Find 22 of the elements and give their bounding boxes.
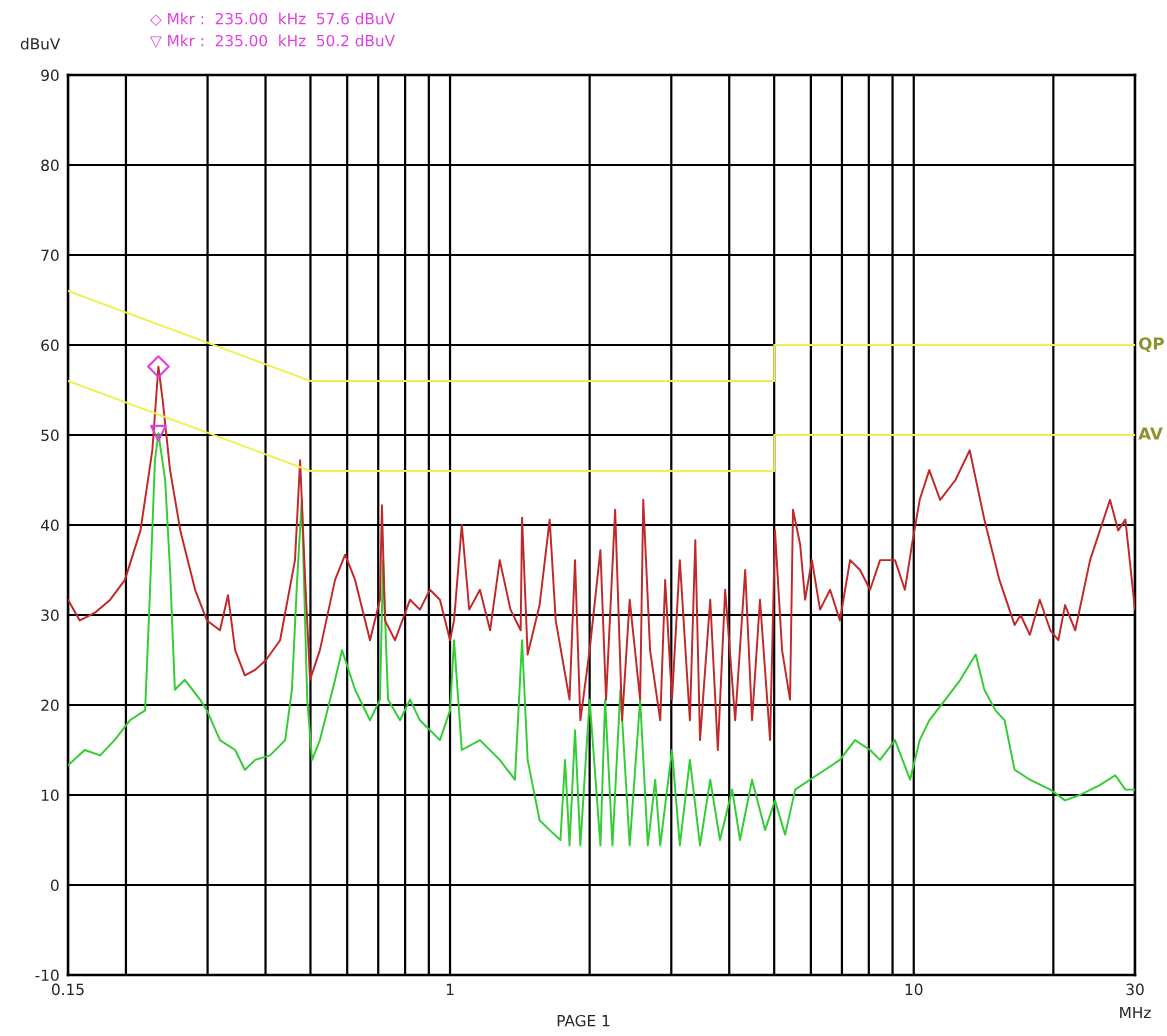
y-tick-label: 60 [41, 339, 59, 352]
x-axis-title: MHz [1120, 1006, 1151, 1019]
y-tick-label: 10 [41, 789, 59, 802]
y-tick-label: 90 [41, 69, 59, 82]
y-tick-label: 20 [41, 699, 59, 712]
text: ◇ Mkr : 235.00 kHz 57.6 dBuV [150, 12, 395, 27]
y-tick-label: 0 [50, 879, 59, 892]
y-tick-label: 70 [41, 249, 59, 262]
y-tick-label: 30 [41, 609, 59, 622]
y-tick-label: 80 [41, 159, 59, 172]
y-tick-label: 50 [41, 429, 59, 442]
series-label: AV [1138, 427, 1163, 440]
x-tick-label: 0.15 [52, 983, 84, 996]
y-axis-title: dBuV [20, 37, 61, 50]
y-tick-label: 40 [40, 519, 59, 532]
x-tick-label: 30 [1126, 983, 1144, 996]
text: ▽ Mkr : 235.00 kHz 50.2 dBuV [150, 34, 395, 49]
x-tick-label: 1 [446, 983, 454, 995]
y-tick-label: -10 [35, 969, 59, 982]
text: PAGE 1 [557, 1014, 610, 1027]
x-tick-label: 10 [905, 983, 923, 996]
series-label: QP [1139, 337, 1164, 353]
